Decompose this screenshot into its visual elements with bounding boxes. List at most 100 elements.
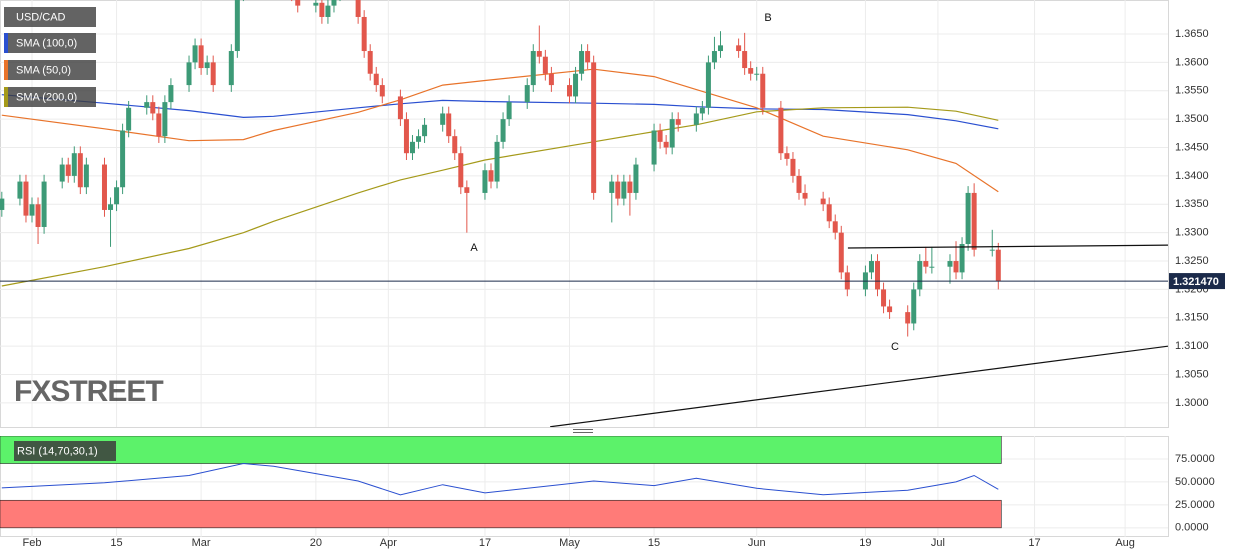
candle-body — [114, 187, 120, 205]
legend-swatch — [4, 60, 8, 80]
candle-body — [494, 141, 500, 182]
y-tick-label: 1.3300 — [1175, 227, 1209, 239]
legend-label: SMA (100,0) — [16, 37, 77, 49]
y-tick-label: 1.3600 — [1175, 56, 1209, 68]
sma-line — [1, 94, 999, 130]
candle-body — [693, 113, 699, 125]
x-tick-label: 20 — [310, 537, 322, 549]
candle-body — [416, 136, 422, 142]
candle-body — [530, 51, 536, 86]
candle-body — [832, 221, 838, 233]
legend-box — [4, 7, 96, 27]
candle-body — [881, 289, 887, 307]
y-tick-label: 1.3050 — [1175, 368, 1209, 380]
candle-body — [144, 102, 150, 108]
candle-body — [397, 96, 403, 120]
candle-body — [911, 289, 917, 324]
candle-body — [838, 232, 844, 273]
candle-body — [120, 130, 126, 188]
legend-label: SMA (200,0) — [16, 91, 77, 103]
candle-body — [627, 181, 633, 193]
candle-body — [313, 2, 319, 6]
candle-body — [83, 164, 89, 188]
x-tick-label: 15 — [110, 537, 122, 549]
candle-body — [699, 107, 705, 114]
main-panel — [0, 0, 1169, 428]
candle-body — [826, 204, 832, 222]
candle-body — [482, 170, 488, 193]
candle-body — [295, 0, 301, 6]
legend-label: USD/CAD — [16, 11, 66, 23]
candle-body — [591, 62, 597, 193]
candle-body — [947, 261, 953, 267]
candle-body — [361, 16, 367, 52]
legend-swatch — [4, 33, 8, 53]
candle-body — [17, 181, 23, 199]
candle-body — [579, 51, 585, 74]
candle-body — [959, 244, 965, 273]
panel-divider[interactable] — [573, 429, 593, 433]
candle-body — [905, 312, 911, 324]
candle-body — [754, 73, 760, 75]
x-tick-label: Apr — [380, 537, 397, 549]
candle-body — [536, 51, 542, 57]
candle-body — [156, 113, 162, 137]
candle-body — [440, 113, 446, 125]
y-tick-label: 75.0000 — [1175, 453, 1215, 465]
candle-body — [633, 164, 639, 193]
candle-body — [675, 119, 681, 125]
candle-body — [77, 153, 83, 188]
candle-body — [41, 181, 47, 227]
candle-body — [234, 0, 240, 52]
candle-body — [59, 164, 65, 182]
legend-box — [4, 87, 96, 107]
legend-label: RSI (14,70,30,1) — [17, 445, 98, 457]
candle-body — [748, 68, 754, 74]
last-price-box — [1169, 273, 1225, 290]
candle-body — [651, 130, 657, 165]
x-tick-label: Jul — [931, 537, 945, 549]
candle-body — [464, 187, 470, 193]
candle-body — [989, 249, 995, 251]
candle-body — [663, 141, 669, 148]
candle-body — [929, 266, 935, 268]
candle-body — [965, 192, 971, 245]
y-tick-label: 25.0000 — [1175, 499, 1215, 511]
candle-body — [186, 62, 192, 86]
candle-body — [585, 51, 591, 63]
candle-body — [524, 85, 530, 103]
y-tick-label: 1.3100 — [1175, 340, 1209, 352]
candle-body — [373, 73, 379, 86]
y-tick-label: 1.3000 — [1175, 397, 1209, 409]
legend-swatch — [4, 87, 8, 107]
candle-body — [917, 261, 923, 290]
candle-body — [198, 45, 204, 69]
candle-body — [760, 73, 766, 108]
candle-body — [192, 45, 198, 63]
candle-body — [458, 153, 464, 188]
candle-body — [778, 107, 784, 154]
candle-body — [573, 73, 579, 97]
candle-body — [446, 113, 452, 137]
candle-body — [168, 85, 174, 103]
y-tick-label: 1.3350 — [1175, 198, 1209, 210]
legend-box — [4, 60, 96, 80]
candle-body — [742, 51, 748, 69]
legend-swatch — [10, 441, 14, 461]
candle-body — [802, 192, 808, 199]
trend-line — [847, 244, 1168, 249]
candle-body — [29, 204, 35, 216]
candle-body — [717, 45, 723, 52]
candle-body — [615, 181, 621, 199]
overbought-zone — [0, 436, 1002, 464]
candle-body — [506, 102, 512, 120]
candle-body — [542, 56, 548, 74]
candle-body — [204, 62, 210, 69]
candle-body — [705, 62, 711, 108]
x-tick-label: 15 — [648, 537, 660, 549]
candle-body — [422, 124, 428, 137]
candle-body — [567, 85, 573, 97]
y-tick-label: 1.3150 — [1175, 312, 1209, 324]
legend-item: SMA (50,0) — [4, 60, 96, 80]
y-tick-label: 1.3650 — [1175, 28, 1209, 40]
